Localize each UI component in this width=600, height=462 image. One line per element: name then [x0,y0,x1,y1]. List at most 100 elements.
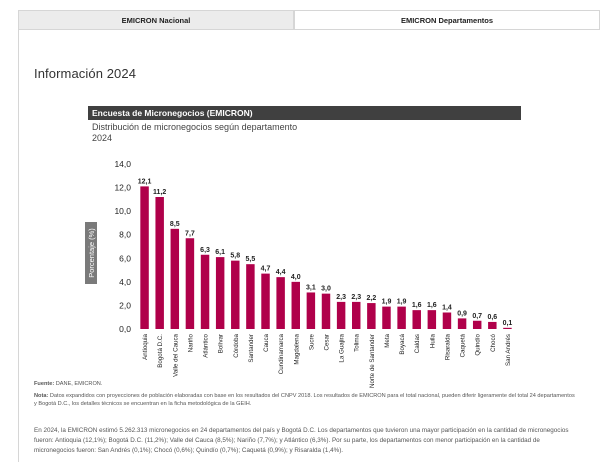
category-label: Cundinamarca [278,333,285,374]
bar [246,264,255,329]
category-label: Quindío [475,333,482,355]
y-tick-label: 14,0 [114,159,131,169]
category-label: Nariño [187,333,194,352]
bar-value-label: 1,9 [397,299,407,306]
bar-value-label: 1,6 [412,302,422,309]
category-label: Tolima [354,333,361,351]
bar-value-label: 5,8 [230,253,240,260]
category-label: La Guajira [339,333,346,362]
source-text: DANE, EMICRON. [55,381,103,387]
tab-bar: EMICRON Nacional EMICRON Departamentos [18,10,600,30]
bar-value-label: 4,0 [291,274,301,281]
bar-value-label: 6,1 [215,249,225,256]
bar-value-label: 5,5 [246,256,256,263]
bar-value-label: 3,1 [306,284,316,291]
note-line: Nota: Datos expandidos con proyecciones … [34,392,579,408]
source-label: Fuente: [34,381,55,387]
note-label: Nota: [34,393,49,399]
bar [397,306,406,329]
bar [261,273,270,329]
category-label: Sucre [308,333,315,350]
bar-value-label: 4,7 [261,266,271,273]
bar-value-label: 11,2 [153,189,166,196]
category-label: San Andrés [505,334,512,366]
category-label: Chocó [490,333,497,351]
source-line: Fuente: DANE, EMICRON. [34,380,579,388]
bar [352,301,361,329]
category-label: Valle del Cauca [172,333,179,376]
bar [170,228,180,329]
bar [457,318,467,329]
bar-value-label: 12,1 [138,178,152,185]
category-label: Cauca [263,333,270,351]
y-tick-label: 8,0 [119,230,131,240]
category-label: Risaralda [444,333,451,360]
bar [488,321,497,329]
bar [155,197,164,329]
category-label: Cesar [324,334,331,351]
bar [306,292,316,329]
bar-value-label: 3,0 [321,286,331,293]
bar-value-label: 7,7 [185,230,195,237]
bar-value-label: 0,1 [503,320,513,327]
bar-value-label: 2,3 [336,294,346,301]
chart-year: 2024 [92,133,113,143]
category-label: Córdoba [233,333,240,357]
bar-value-label: 2,3 [351,294,361,301]
y-tick-label: 12,0 [114,183,131,193]
bar-value-label: 2,2 [366,295,376,302]
category-label: Santander [248,334,255,363]
bar [291,281,300,329]
bar-value-label: 6,3 [200,247,210,254]
category-label: Boyacá [399,333,406,354]
bar-value-label: 0,6 [487,314,497,321]
category-label: Huila [429,333,436,348]
bar-value-label: 4,4 [276,269,286,276]
bar [185,238,195,329]
y-tick-label: 10,0 [114,206,131,216]
bar [503,327,512,329]
category-label: Magdalena [293,333,300,364]
bar-value-label: 8,5 [170,221,180,228]
bar-value-label: 0,7 [472,313,482,320]
bar-value-label: 1,9 [382,299,392,306]
bar [321,293,331,329]
y-axis-title-box [85,222,97,284]
bar [200,254,210,329]
y-tick-label: 6,0 [119,253,131,263]
bar [140,186,149,329]
category-label: Antioquia [142,333,149,359]
bar [231,260,240,329]
chart-subtitle: Distribución de micronegocios según depa… [92,122,298,132]
chart-header: Encuesta de Micronegocios (EMICRON) [88,106,521,120]
bar [427,310,437,329]
category-label: Caldas [414,334,421,353]
y-axis-title-text: Porcentaje (%) [87,228,96,278]
bar-value-label: 1,4 [442,305,452,312]
bar-value-label: 1,6 [427,302,437,309]
bar [367,303,376,329]
category-label: Meta [384,333,391,347]
page-title: Información 2024 [34,66,137,81]
note-text: Datos expandidos con proyecciones de pob… [34,393,575,407]
y-tick-label: 2,0 [119,300,131,310]
bar [412,310,421,329]
bar-value-label: 0,9 [457,310,467,317]
y-tick-label: 4,0 [119,277,131,287]
category-label: Bolívar [218,334,225,353]
bar [215,257,225,329]
bar [276,277,285,329]
bar [382,306,391,329]
bar [442,312,452,329]
category-label: Caquetá [460,333,467,357]
category-label: Bogotá D.C. [157,334,164,368]
bar [336,301,346,329]
category-label: Norte de Santander [369,334,376,388]
bar [472,320,482,329]
tab-panel [18,29,600,462]
summary-paragraph: En 2024, la EMICRON estimó 5.262.313 mic… [34,427,569,454]
y-axis-title: Porcentaje (%) [85,222,97,284]
y-tick-label: 0,0 [119,324,131,334]
category-label: Atlántico [203,333,210,357]
